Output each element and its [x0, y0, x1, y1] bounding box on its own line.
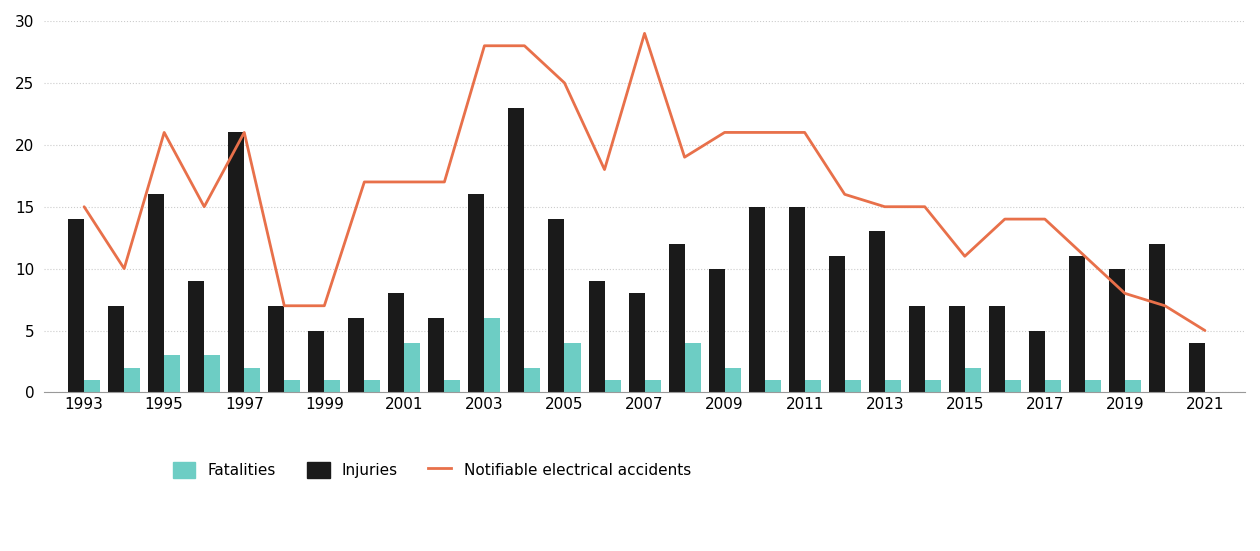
Bar — [404, 343, 421, 392]
Bar — [108, 306, 125, 392]
Bar — [1109, 269, 1125, 392]
Bar — [588, 281, 605, 392]
Bar — [524, 368, 541, 392]
Bar — [268, 306, 285, 392]
Bar — [708, 269, 724, 392]
Bar — [1045, 380, 1061, 392]
Bar — [84, 380, 100, 392]
Bar — [188, 281, 204, 392]
Bar — [324, 380, 340, 392]
Bar — [149, 195, 164, 392]
Bar — [669, 244, 684, 392]
Bar — [989, 306, 1004, 392]
Bar — [765, 380, 781, 392]
Bar — [484, 318, 500, 392]
Bar — [925, 380, 941, 392]
Bar — [748, 207, 765, 392]
Bar — [164, 355, 180, 392]
Bar — [68, 219, 84, 392]
Bar — [645, 380, 660, 392]
Bar — [445, 380, 460, 392]
Bar — [309, 331, 324, 392]
Bar — [789, 207, 805, 392]
Bar — [1125, 380, 1140, 392]
Bar — [469, 195, 484, 392]
Bar — [805, 380, 820, 392]
Bar — [949, 306, 965, 392]
Bar — [285, 380, 300, 392]
Bar — [348, 318, 364, 392]
Bar — [125, 368, 140, 392]
Bar — [428, 318, 445, 392]
Bar — [829, 256, 844, 392]
Bar — [1068, 256, 1085, 392]
Bar — [564, 343, 581, 392]
Bar — [1004, 380, 1021, 392]
Bar — [228, 132, 244, 392]
Bar — [388, 293, 404, 392]
Bar — [885, 380, 901, 392]
Bar — [364, 380, 381, 392]
Bar — [724, 368, 741, 392]
Bar — [204, 355, 220, 392]
Bar — [1029, 331, 1045, 392]
Bar — [244, 368, 261, 392]
Bar — [629, 293, 645, 392]
Bar — [908, 306, 925, 392]
Bar — [684, 343, 701, 392]
Bar — [1189, 343, 1205, 392]
Bar — [1149, 244, 1166, 392]
Legend: Fatalities, Injuries, Notifiable electrical accidents: Fatalities, Injuries, Notifiable electri… — [166, 456, 697, 484]
Bar — [509, 107, 524, 392]
Bar — [965, 368, 980, 392]
Bar — [844, 380, 861, 392]
Bar — [548, 219, 564, 392]
Bar — [868, 231, 885, 392]
Bar — [605, 380, 620, 392]
Bar — [1085, 380, 1101, 392]
